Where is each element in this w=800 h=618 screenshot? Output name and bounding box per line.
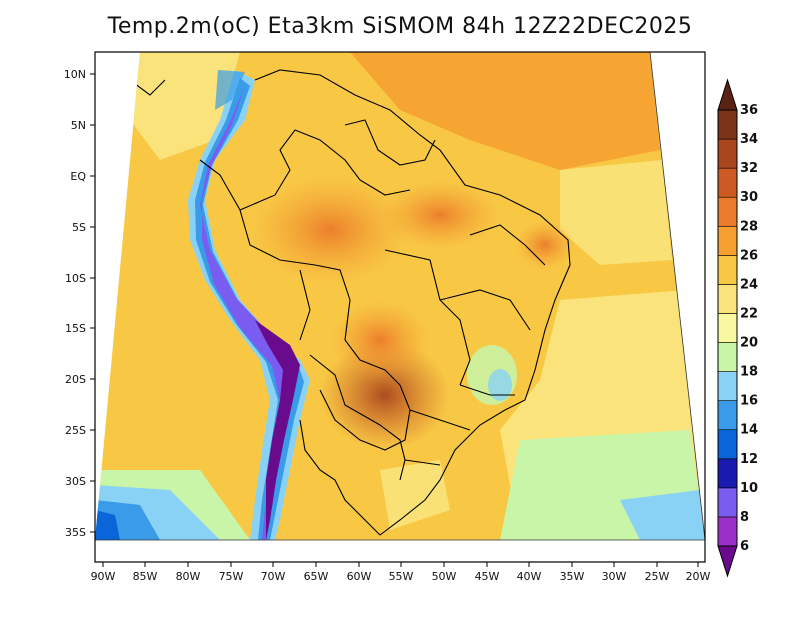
colorbar-segment bbox=[717, 371, 738, 401]
map-title: Temp.2m(oC) Eta3km SiSMOM 84h 12Z22DEC20… bbox=[107, 14, 693, 39]
lat-label: 35S bbox=[65, 526, 86, 539]
country-borders bbox=[129, 69, 571, 536]
lon-label: 55W bbox=[389, 570, 414, 583]
lat-label: 15S bbox=[65, 322, 86, 335]
lon-label: 40W bbox=[517, 570, 542, 583]
colorbar-label: 14 bbox=[740, 423, 758, 438]
colorbar-label: 12 bbox=[740, 452, 758, 467]
colorbar-segment bbox=[717, 109, 738, 140]
lon-label: 45W bbox=[475, 570, 500, 583]
colorbar-segment bbox=[717, 458, 738, 489]
lon-label: 90W bbox=[91, 570, 116, 583]
colorbar-label: 36 bbox=[740, 103, 758, 118]
colorbar-segment bbox=[717, 516, 738, 547]
colorbar-segment bbox=[717, 342, 738, 372]
colorbar-segment bbox=[717, 225, 738, 256]
colorbar-segment bbox=[717, 429, 738, 460]
lat-label: EQ bbox=[70, 170, 86, 183]
lon-label: 20W bbox=[686, 570, 711, 583]
colorbar-segment bbox=[717, 313, 738, 343]
lon-label: 70W bbox=[261, 570, 286, 583]
colorbar-segment bbox=[717, 400, 738, 431]
colorbar-label: 32 bbox=[740, 161, 758, 176]
lat-label: 25S bbox=[65, 424, 86, 437]
lat-axis: 10N 5N EQ 5S 10S 15S 20S 25S 30S 35S bbox=[64, 68, 95, 539]
colorbar-label: 26 bbox=[740, 248, 758, 263]
colorbar-label: 6 bbox=[740, 539, 749, 554]
colorbar-label: 8 bbox=[740, 510, 749, 525]
colorbar-label: 34 bbox=[740, 132, 758, 147]
colorbar-label: 18 bbox=[740, 365, 758, 380]
colorbar-segment bbox=[717, 196, 738, 227]
lat-label: 5N bbox=[71, 119, 86, 132]
lon-label: 35W bbox=[560, 570, 585, 583]
colorbar-segment bbox=[717, 138, 738, 169]
colorbar-segment bbox=[717, 284, 738, 314]
colorbar-label: 28 bbox=[740, 219, 758, 234]
colorbar-label: 16 bbox=[740, 394, 758, 409]
colorbar-label: 24 bbox=[740, 277, 758, 292]
lat-label: 10S bbox=[65, 272, 86, 285]
colorbar-label: 10 bbox=[740, 481, 758, 496]
map-frame bbox=[94, 51, 706, 563]
temperature-field bbox=[95, 52, 705, 540]
lon-label: 30W bbox=[602, 570, 627, 583]
colorbar-label: 30 bbox=[740, 190, 758, 205]
lon-label: 25W bbox=[645, 570, 670, 583]
lon-label: 60W bbox=[347, 570, 372, 583]
colorbar-label: 20 bbox=[740, 336, 758, 351]
lon-label: 80W bbox=[176, 570, 201, 583]
lat-label: 20S bbox=[65, 373, 86, 386]
lon-label: 85W bbox=[133, 570, 158, 583]
colorbar: 6 8 10 12 14 16 18 20 22 24 26 28 30 32 34 36 bbox=[717, 78, 758, 578]
lat-label: 5S bbox=[72, 221, 86, 234]
colorbar-label: 22 bbox=[740, 306, 758, 321]
lon-axis: 90W 85W 80W 75W 70W 65W 60W 55W 50W 45W … bbox=[91, 562, 711, 583]
colorbar-segment bbox=[717, 487, 738, 518]
lon-label: 50W bbox=[432, 570, 457, 583]
lon-label: 75W bbox=[219, 570, 244, 583]
lon-label: 65W bbox=[304, 570, 329, 583]
lat-label: 10N bbox=[64, 68, 86, 81]
colorbar-segment bbox=[717, 255, 738, 285]
colorbar-segment bbox=[717, 167, 738, 198]
lat-label: 30S bbox=[65, 475, 86, 488]
